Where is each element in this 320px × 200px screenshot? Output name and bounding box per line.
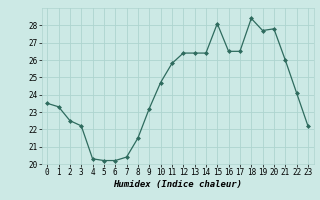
X-axis label: Humidex (Indice chaleur): Humidex (Indice chaleur) <box>113 180 242 189</box>
